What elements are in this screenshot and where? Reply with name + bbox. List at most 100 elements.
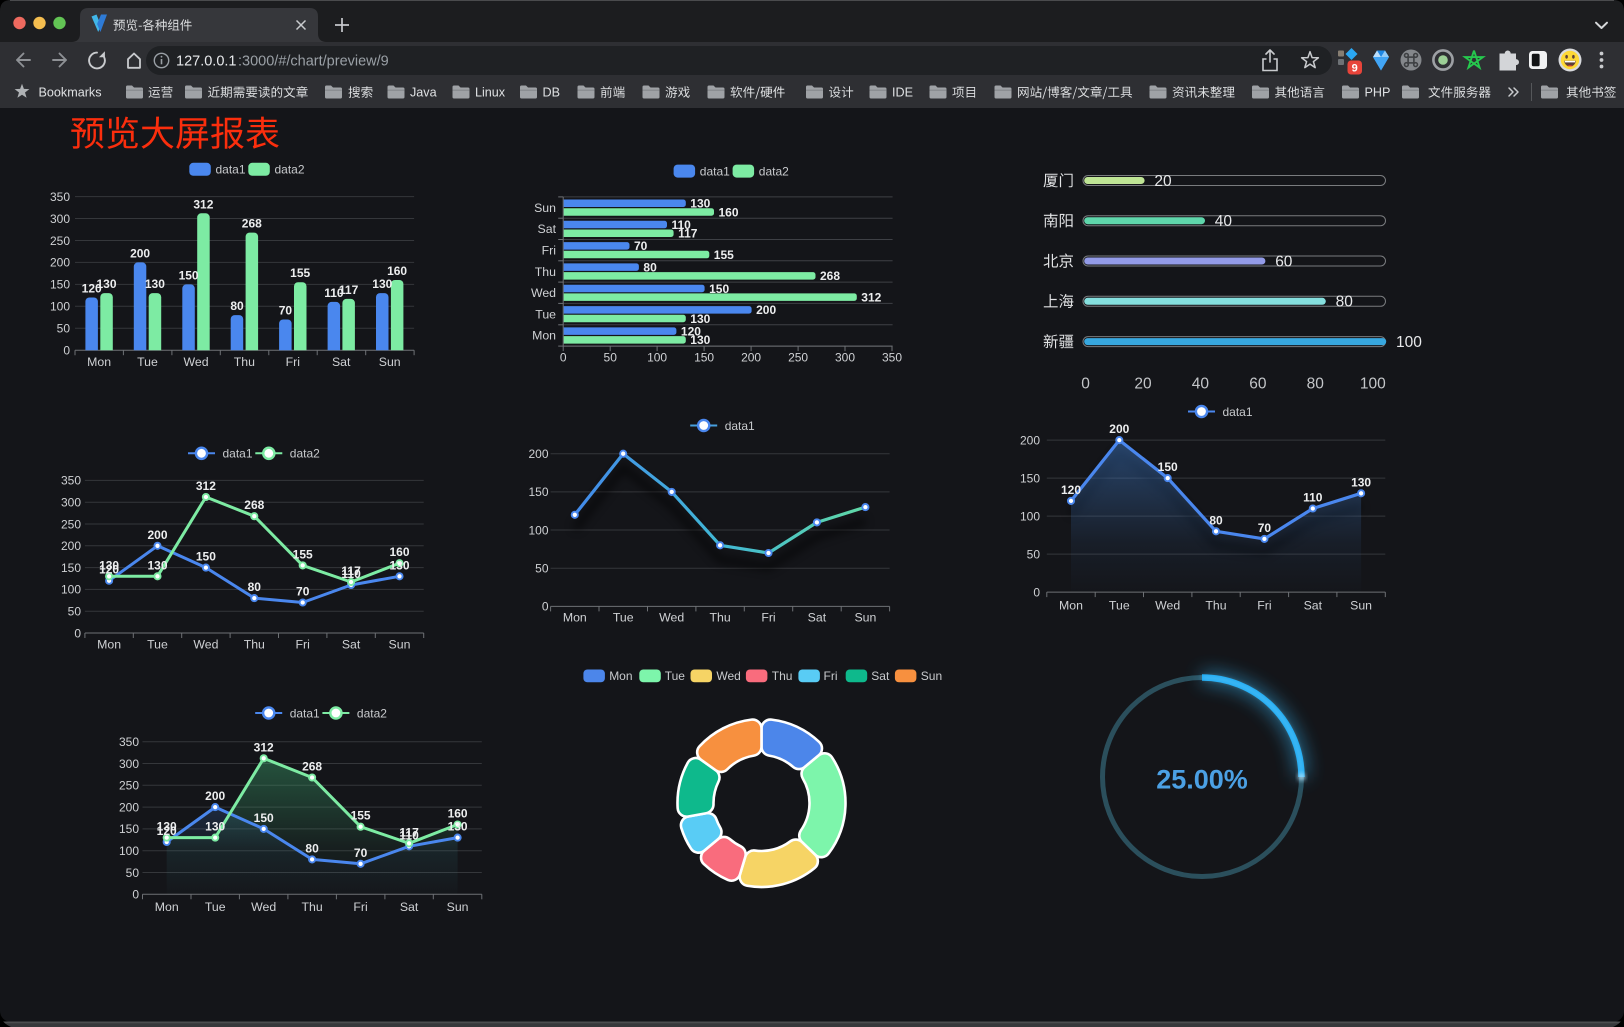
svg-text:80: 80 [248, 580, 262, 594]
svg-text:130: 130 [99, 558, 119, 572]
svg-text:350: 350 [50, 190, 70, 204]
svg-text:268: 268 [820, 269, 840, 283]
svg-text:200: 200 [119, 800, 139, 814]
svg-text:50: 50 [68, 605, 82, 619]
svg-text:110: 110 [672, 218, 692, 232]
svg-text:268: 268 [302, 760, 322, 774]
svg-text:data1: data1 [223, 447, 253, 461]
svg-text:Mon: Mon [87, 355, 111, 369]
svg-text:130: 130 [448, 820, 468, 834]
svg-text:Thu: Thu [1205, 598, 1226, 612]
svg-text:Fri: Fri [824, 669, 838, 683]
svg-text:300: 300 [119, 757, 139, 771]
svg-text:117: 117 [678, 227, 698, 241]
svg-text:80: 80 [1209, 513, 1223, 527]
svg-text:200: 200 [61, 539, 81, 553]
svg-text:0: 0 [560, 351, 567, 365]
svg-text:0: 0 [542, 600, 549, 614]
svg-text:250: 250 [50, 234, 70, 248]
svg-text:Tue: Tue [147, 638, 168, 652]
svg-text:80: 80 [1307, 376, 1325, 393]
svg-text:100: 100 [528, 523, 548, 537]
svg-text:Sun: Sun [854, 610, 876, 624]
svg-text:data2: data2 [275, 163, 305, 177]
svg-text:350: 350 [119, 735, 139, 749]
svg-text:150: 150 [528, 485, 548, 499]
svg-text:150: 150 [119, 822, 139, 836]
svg-text:130: 130 [690, 312, 710, 326]
svg-text:Thu: Thu [244, 638, 265, 652]
svg-text:data1: data1 [290, 706, 320, 720]
svg-text:Sun: Sun [447, 900, 469, 914]
svg-text:Wed: Wed [193, 638, 218, 652]
svg-text:200: 200 [205, 789, 225, 803]
svg-text:250: 250 [788, 351, 808, 365]
svg-text:155: 155 [290, 266, 310, 280]
svg-text:Sat: Sat [342, 638, 361, 652]
svg-text::3000/#/chart/preview/9: :3000/#/chart/preview/9 [238, 53, 389, 69]
svg-text:PHP: PHP [1365, 86, 1391, 100]
svg-text:80: 80 [305, 841, 319, 855]
svg-text:Tue: Tue [535, 307, 556, 321]
svg-text:Mon: Mon [532, 329, 556, 343]
svg-text:Sat: Sat [871, 669, 890, 683]
svg-text:150: 150 [179, 268, 199, 282]
svg-text:110: 110 [324, 286, 344, 300]
svg-text:80: 80 [230, 299, 244, 313]
svg-text:Tue: Tue [205, 900, 226, 914]
svg-text:160: 160 [448, 807, 468, 821]
svg-text:Wed: Wed [183, 355, 208, 369]
svg-text:Thu: Thu [234, 355, 255, 369]
svg-text:120: 120 [99, 563, 119, 577]
svg-text:130: 130 [690, 333, 710, 347]
svg-text:50: 50 [1027, 547, 1041, 561]
svg-text:Wed: Wed [251, 900, 276, 914]
svg-text:9: 9 [1352, 63, 1358, 75]
svg-text:Sun: Sun [389, 638, 411, 652]
svg-text:155: 155 [714, 248, 734, 262]
svg-text:100: 100 [50, 300, 70, 314]
svg-text:100: 100 [1360, 376, 1386, 393]
svg-text:155: 155 [351, 809, 371, 823]
svg-text:Fri: Fri [353, 900, 367, 914]
svg-text:Mon: Mon [97, 638, 121, 652]
svg-text:130: 130 [157, 820, 177, 834]
svg-text:150: 150 [694, 351, 714, 365]
svg-text:60: 60 [1249, 376, 1267, 393]
svg-text:Fri: Fri [286, 355, 300, 369]
svg-text:Tue: Tue [665, 669, 686, 683]
svg-text:350: 350 [882, 351, 902, 365]
svg-text:150: 150 [1020, 471, 1040, 485]
svg-text:Sat: Sat [808, 610, 827, 624]
svg-text:Thu: Thu [772, 669, 793, 683]
svg-text:120: 120 [1061, 483, 1081, 497]
svg-text:312: 312 [861, 291, 881, 305]
svg-text:50: 50 [535, 562, 549, 576]
svg-text:150: 150 [254, 811, 274, 825]
svg-text:250: 250 [61, 517, 81, 531]
svg-text:100: 100 [1020, 509, 1040, 523]
svg-text:100: 100 [61, 583, 81, 597]
svg-text:150: 150 [709, 282, 729, 296]
svg-text:155: 155 [293, 547, 313, 561]
svg-text:100: 100 [647, 351, 667, 365]
svg-text:data1: data1 [725, 419, 755, 433]
svg-text:130: 130 [372, 277, 392, 291]
svg-text:Sat: Sat [1304, 598, 1323, 612]
svg-text:50: 50 [604, 351, 618, 365]
svg-text:200: 200 [741, 351, 761, 365]
svg-text:Mon: Mon [155, 900, 179, 914]
svg-text:150: 150 [61, 561, 81, 575]
svg-text:Fri: Fri [296, 638, 310, 652]
svg-text:312: 312 [193, 197, 213, 211]
svg-text:Fri: Fri [761, 610, 775, 624]
svg-text:130: 130 [205, 820, 225, 834]
svg-text:127.0.0.1: 127.0.0.1 [176, 53, 236, 69]
svg-text:130: 130 [690, 197, 710, 211]
svg-text:117: 117 [399, 825, 419, 839]
svg-text:70: 70 [634, 239, 648, 253]
svg-text:Mon: Mon [609, 669, 632, 683]
svg-text:Wed: Wed [1155, 598, 1180, 612]
svg-text:200: 200 [130, 246, 150, 260]
svg-text:Bookmarks: Bookmarks [39, 86, 102, 100]
